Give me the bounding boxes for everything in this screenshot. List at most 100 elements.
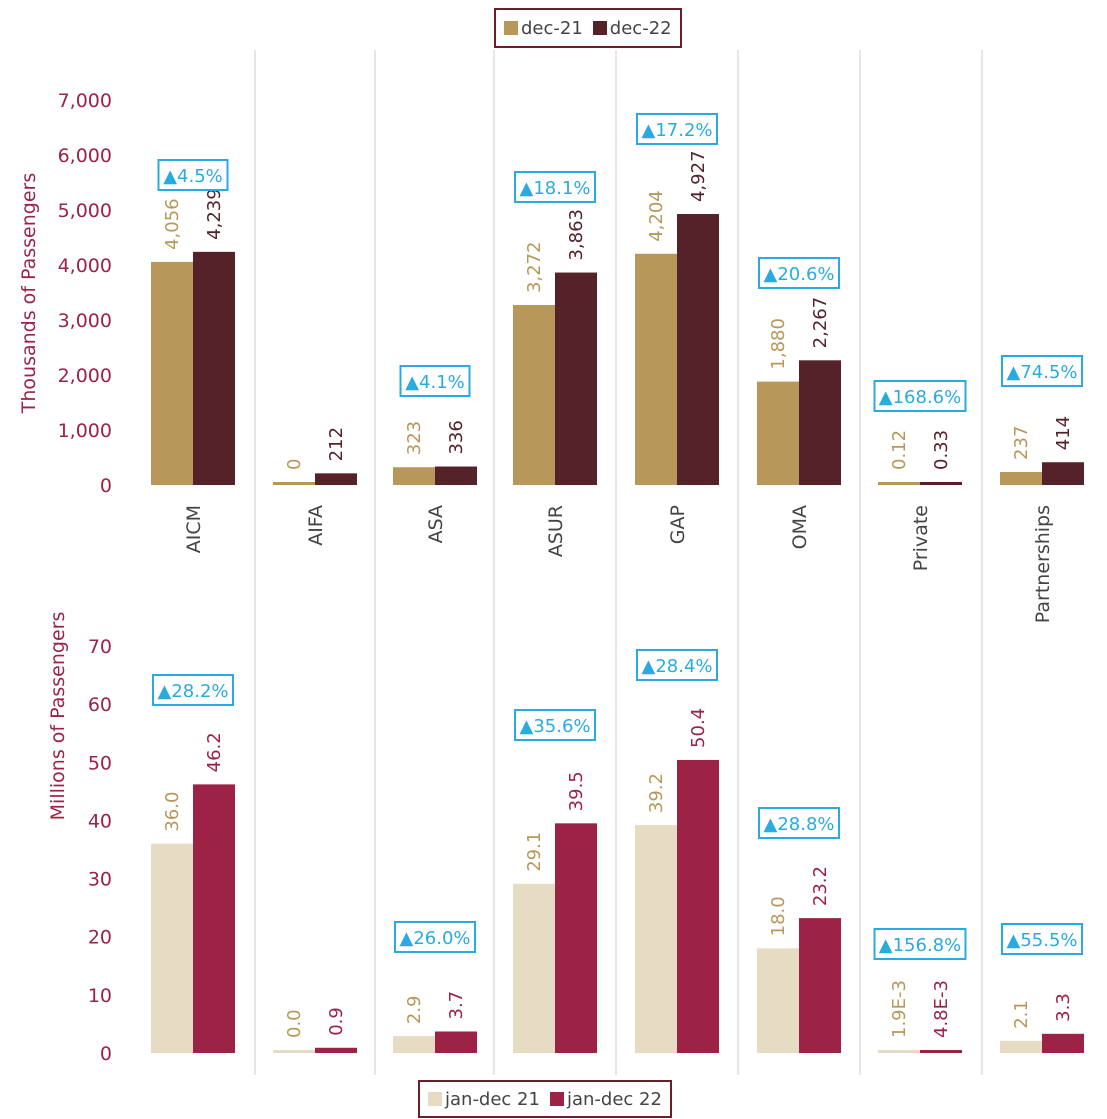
monthly-bar-partnerships-0	[1000, 471, 1042, 485]
monthly-change-label: ▲20.6%	[763, 264, 834, 285]
legend-swatch-dec21	[504, 21, 518, 35]
monthly-change-box	[514, 171, 596, 203]
annual-change-label: ▲28.2%	[157, 681, 228, 702]
annual-bar-gap-1	[677, 759, 719, 1053]
annual-change-label: ▲35.6%	[519, 716, 590, 737]
monthly-ytick-label: 6,000	[58, 145, 112, 167]
monthly-bar-asa-1	[435, 466, 477, 485]
monthly-bar-private-0	[878, 482, 920, 485]
annual-ytick-label: 70	[88, 636, 112, 658]
legend-item-jandec21: jan-dec 21	[428, 1089, 540, 1110]
monthly-data-label: 212	[326, 427, 347, 461]
legend-label-dec21: dec-21	[521, 17, 583, 39]
category-label-aifa: AIFA	[305, 505, 327, 546]
annual-change-box	[758, 807, 840, 839]
monthly-data-label: 414	[1053, 416, 1074, 450]
legend-swatch-jandec22	[549, 1092, 564, 1106]
annual-ytick-label: 10	[88, 985, 112, 1007]
annual-ytick-label: 60	[88, 694, 112, 716]
monthly-data-label: 2,267	[810, 297, 831, 349]
category-label-gap: GAP	[667, 505, 689, 544]
annual-change-box	[873, 928, 967, 960]
annual-change-box	[514, 709, 596, 741]
monthly-data-label: 4,056	[162, 198, 183, 250]
legend-swatch-jandec21	[428, 1092, 442, 1106]
legend-label-dec22: dec-22	[609, 17, 672, 39]
monthly-data-label: 0.12	[889, 430, 910, 470]
monthly-bar-private-1	[920, 482, 962, 485]
monthly-bar-aifa-0	[273, 482, 315, 485]
monthly-bar-aifa-1	[315, 473, 357, 485]
annual-change-box	[636, 649, 718, 681]
annual-change-box	[394, 921, 476, 953]
category-label-private: Private	[910, 505, 932, 571]
annual-data-label: 0.0	[284, 1009, 305, 1038]
annual-ytick-label: 30	[88, 869, 112, 891]
monthly-change-box	[873, 380, 967, 412]
annual-bar-aifa-1	[315, 1047, 357, 1053]
monthly-ytick-label: 4,000	[58, 255, 112, 277]
annual-change-label: ▲156.8%	[879, 935, 961, 956]
monthly-bar-partnerships-1	[1042, 462, 1084, 485]
monthly-change-box	[157, 159, 229, 191]
annual-data-label: 50.4	[688, 708, 709, 748]
annual-data-label: 39.5	[566, 771, 587, 811]
annual-bar-asa-1	[435, 1031, 477, 1053]
annual-data-label: 2.1	[1011, 1000, 1032, 1029]
category-label-aicm: AICM	[183, 505, 205, 553]
annual-ytick-label: 0	[100, 1043, 112, 1065]
monthly-ytick-label: 1,000	[58, 420, 112, 442]
monthly-change-label: ▲4.1%	[405, 372, 465, 393]
monthly-data-label: 4,204	[646, 190, 667, 242]
monthly-bar-gap-0	[635, 253, 677, 485]
annual-bar-oma-1	[799, 918, 841, 1053]
legend-label-jandec21: jan-dec 21	[445, 1088, 540, 1110]
annual-ytick-label: 50	[88, 752, 112, 774]
annual-bar-aicm-0	[151, 843, 193, 1053]
category-label-asur: ASUR	[545, 505, 567, 557]
monthly-data-label: 0	[284, 459, 305, 470]
legend-item-dec21: dec-21	[504, 18, 583, 39]
monthly-change-box	[758, 257, 840, 289]
category-label-oma: OMA	[789, 505, 811, 549]
annual-data-label: 23.2	[810, 866, 831, 906]
annual-bar-partnerships-0	[1000, 1040, 1042, 1053]
monthly-bar-oma-0	[757, 381, 799, 485]
annual-bar-aifa-0	[273, 1050, 315, 1053]
monthly-change-label: ▲17.2%	[641, 120, 712, 141]
annual-bar-oma-0	[757, 948, 799, 1053]
annual-bar-gap-0	[635, 825, 677, 1053]
monthly-bar-asa-0	[393, 467, 435, 485]
category-label-asa: ASA	[425, 505, 447, 543]
monthly-bar-asur-0	[513, 305, 555, 485]
monthly-bar-aicm-1	[193, 251, 235, 485]
monthly-data-label: 3,272	[524, 242, 545, 294]
top-legend: dec-21 dec-22	[494, 8, 682, 48]
monthly-data-label: 0.33	[931, 430, 952, 470]
monthly-change-box	[1001, 355, 1083, 387]
legend-label-jandec22: jan-dec 22	[566, 1088, 662, 1110]
monthly-data-label: 4,239	[204, 188, 225, 240]
annual-bar-private-0	[878, 1050, 920, 1053]
legend-item-dec22: dec-22	[592, 17, 672, 39]
annual-bar-asur-0	[513, 883, 555, 1053]
annual-data-label: 2.9	[404, 995, 425, 1024]
annual-bar-asur-1	[555, 823, 597, 1053]
category-label-partnerships: Partnerships	[1032, 505, 1054, 623]
annual-data-label: 4.8E-3	[931, 980, 952, 1038]
annual-data-label: 36.0	[162, 792, 183, 832]
monthly-bar-oma-1	[799, 360, 841, 485]
monthly-ytick-label: 3,000	[58, 310, 112, 332]
monthly-change-box	[399, 365, 471, 397]
monthly-change-label: ▲4.5%	[163, 166, 223, 187]
legend-swatch-dec22	[592, 21, 607, 35]
monthly-change-label: ▲18.1%	[519, 178, 590, 199]
annual-data-label: 39.2	[646, 773, 667, 813]
monthly-data-label: 336	[446, 420, 467, 454]
monthly-ytick-label: 0	[100, 475, 112, 497]
annual-change-label: ▲28.8%	[763, 814, 834, 835]
annual-bar-aicm-1	[193, 784, 235, 1053]
monthly-bar-gap-1	[677, 214, 719, 485]
annual-y-axis-title: Millions of Passengers	[47, 612, 69, 821]
